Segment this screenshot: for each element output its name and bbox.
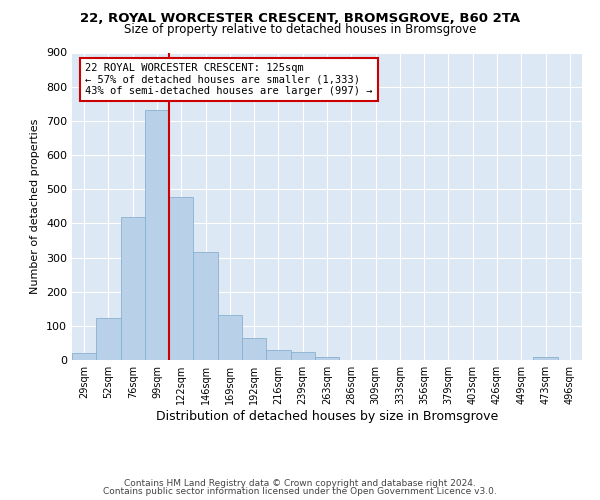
Text: 22, ROYAL WORCESTER CRESCENT, BROMSGROVE, B60 2TA: 22, ROYAL WORCESTER CRESCENT, BROMSGROVE… [80,12,520,26]
Bar [169,196,193,360]
X-axis label: Distribution of detached houses by size in Bromsgrove: Distribution of detached houses by size … [156,410,498,423]
Bar [266,350,290,360]
Bar [72,353,96,360]
Bar [533,358,558,360]
Bar [96,318,121,360]
Text: Contains HM Land Registry data © Crown copyright and database right 2024.: Contains HM Land Registry data © Crown c… [124,478,476,488]
Y-axis label: Number of detached properties: Number of detached properties [31,118,40,294]
Bar [193,252,218,360]
Text: Contains public sector information licensed under the Open Government Licence v3: Contains public sector information licen… [103,487,497,496]
Bar [218,314,242,360]
Bar [121,217,145,360]
Bar [145,110,169,360]
Text: Size of property relative to detached houses in Bromsgrove: Size of property relative to detached ho… [124,22,476,36]
Bar [315,358,339,360]
Bar [290,352,315,360]
Bar [242,338,266,360]
Text: 22 ROYAL WORCESTER CRESCENT: 125sqm
← 57% of detached houses are smaller (1,333): 22 ROYAL WORCESTER CRESCENT: 125sqm ← 57… [85,62,373,96]
